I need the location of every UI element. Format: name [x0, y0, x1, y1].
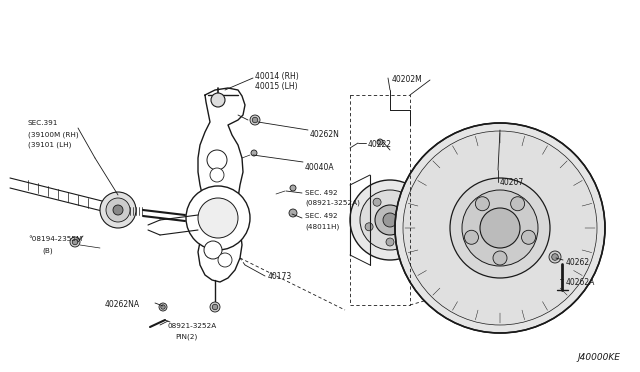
Circle shape — [207, 150, 227, 170]
Circle shape — [399, 198, 407, 206]
Circle shape — [218, 253, 232, 267]
Circle shape — [186, 186, 250, 250]
Circle shape — [465, 230, 479, 244]
Circle shape — [373, 198, 381, 206]
Text: J40000KE: J40000KE — [577, 353, 620, 362]
Circle shape — [377, 139, 383, 145]
Circle shape — [511, 197, 525, 211]
Circle shape — [395, 123, 605, 333]
Circle shape — [493, 251, 507, 265]
Circle shape — [211, 93, 225, 107]
Circle shape — [251, 150, 257, 156]
Circle shape — [72, 239, 77, 245]
Text: (39101 (LH): (39101 (LH) — [28, 142, 72, 148]
Circle shape — [290, 185, 296, 191]
Circle shape — [476, 197, 490, 211]
Circle shape — [252, 117, 258, 123]
Text: 40040A: 40040A — [305, 163, 335, 172]
Bar — [350, 95, 410, 305]
Circle shape — [212, 304, 218, 310]
Text: 08921-3252A: 08921-3252A — [168, 323, 217, 329]
Circle shape — [360, 190, 420, 250]
Circle shape — [210, 302, 220, 312]
Circle shape — [552, 254, 558, 260]
Text: 40207: 40207 — [500, 178, 524, 187]
Text: 40014 (RH): 40014 (RH) — [255, 72, 299, 81]
Circle shape — [383, 213, 397, 227]
Circle shape — [386, 238, 394, 246]
Text: SEC. 492: SEC. 492 — [305, 190, 338, 196]
Text: 40202M: 40202M — [392, 75, 423, 84]
Circle shape — [375, 205, 405, 235]
Text: 40262A: 40262A — [566, 278, 595, 287]
Text: (B): (B) — [42, 248, 52, 254]
Text: (39100M (RH): (39100M (RH) — [28, 131, 79, 138]
Text: (08921-3252A): (08921-3252A) — [305, 200, 360, 206]
Circle shape — [210, 168, 224, 182]
Text: PIN(2): PIN(2) — [175, 334, 197, 340]
Circle shape — [250, 115, 260, 125]
Circle shape — [365, 223, 373, 231]
Text: 40222: 40222 — [368, 140, 392, 149]
Circle shape — [480, 208, 520, 248]
Text: 40262: 40262 — [566, 258, 590, 267]
Circle shape — [407, 223, 415, 231]
Circle shape — [549, 251, 561, 263]
Circle shape — [462, 190, 538, 266]
Circle shape — [204, 241, 222, 259]
Circle shape — [100, 192, 136, 228]
Circle shape — [522, 230, 536, 244]
Text: 40262N: 40262N — [310, 130, 340, 139]
Circle shape — [70, 237, 80, 247]
Circle shape — [403, 131, 597, 325]
Text: °08194-2355M: °08194-2355M — [28, 236, 83, 242]
Text: SEC.391: SEC.391 — [28, 120, 58, 126]
Circle shape — [113, 205, 123, 215]
Circle shape — [450, 178, 550, 278]
Text: (48011H): (48011H) — [305, 223, 339, 230]
Text: SEC. 492: SEC. 492 — [305, 213, 338, 219]
Circle shape — [106, 198, 130, 222]
Text: 40173: 40173 — [268, 272, 292, 281]
Circle shape — [161, 305, 165, 309]
Circle shape — [198, 198, 238, 238]
Circle shape — [159, 303, 167, 311]
Text: 40015 (LH): 40015 (LH) — [255, 82, 298, 91]
Circle shape — [289, 209, 297, 217]
Circle shape — [350, 180, 430, 260]
Text: 40262NA: 40262NA — [105, 300, 140, 309]
